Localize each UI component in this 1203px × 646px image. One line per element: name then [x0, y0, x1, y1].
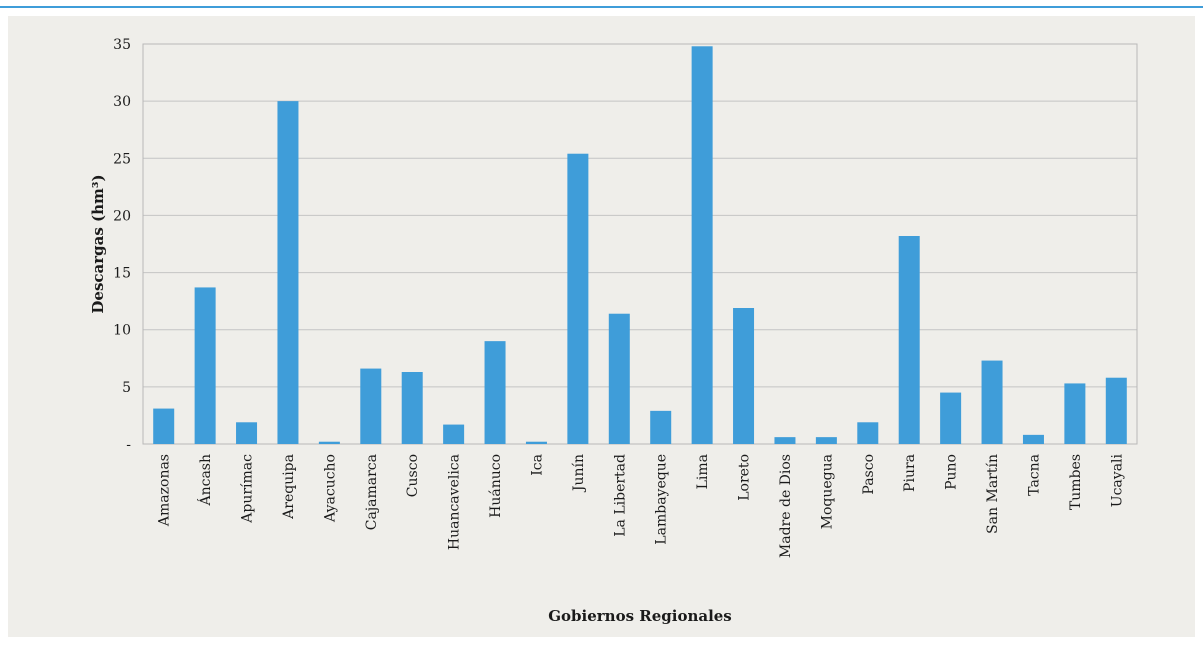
bar	[194, 287, 216, 444]
x-tick-label: Huancavelica	[447, 454, 463, 550]
x-axis-title: Gobiernos Regionales	[548, 607, 732, 625]
x-tick-label: Junín	[571, 454, 587, 493]
y-tick-label: 25	[113, 151, 131, 167]
plot-frame	[142, 43, 1138, 445]
bar	[857, 422, 879, 444]
x-tick-label: Cusco	[405, 454, 421, 497]
bar	[484, 341, 506, 444]
x-tick-label: Moquegua	[819, 454, 835, 529]
x-tick-label: Ucayali	[1109, 453, 1125, 507]
bar	[236, 422, 258, 444]
bar	[733, 308, 755, 444]
bar	[691, 46, 713, 445]
bar	[360, 368, 382, 444]
bar	[940, 392, 962, 444]
x-tick-label: San Martín	[985, 454, 1001, 534]
y-tick-label: 35	[113, 37, 131, 53]
bars	[153, 46, 1127, 445]
x-tick-label: Madre de Dios	[778, 454, 794, 558]
x-tick-label: Huánuco	[488, 454, 504, 518]
top-accent-rule	[0, 6, 1203, 8]
y-tick-label: 20	[113, 208, 131, 224]
x-tick-label: Tacna	[1026, 454, 1042, 496]
y-tick-label: 30	[113, 94, 131, 110]
x-tick-label: Lambayeque	[654, 454, 670, 545]
y-axis-title: Descargas (hm³)	[89, 174, 107, 313]
y-tick-label: 10	[113, 323, 131, 339]
x-tick-label: Ayacucho	[322, 454, 338, 523]
bar	[815, 437, 837, 444]
x-tick-label: Tumbes	[1068, 454, 1084, 510]
bar	[650, 410, 672, 444]
bar	[153, 408, 175, 444]
x-tick-label: Cajamarca	[364, 454, 380, 530]
y-tick-labels: - 5 10 15 20 25 30 35	[113, 37, 131, 453]
x-tick-label: Puno	[944, 454, 960, 490]
bar	[1064, 383, 1086, 444]
x-tick-label: Loreto	[737, 454, 753, 501]
bar	[898, 236, 920, 444]
bar	[981, 360, 1003, 444]
bar	[1022, 434, 1044, 444]
bar	[443, 424, 465, 444]
x-tick-label: Ica	[529, 454, 545, 476]
x-tick-label: Amazonas	[157, 454, 173, 527]
x-tick-labels: Amazonas Áncash Apurímac Arequipa Ayacucho Ca…	[157, 453, 1126, 558]
bar	[318, 441, 340, 444]
bar	[774, 437, 796, 444]
bar	[525, 441, 547, 444]
x-tick-label: La Libertad	[612, 454, 628, 537]
x-tick-label: Pasco	[861, 454, 877, 495]
y-tick-label: 15	[113, 266, 131, 282]
x-tick-label: Piura	[902, 454, 918, 492]
x-tick-label: Lima	[695, 454, 711, 489]
bar	[567, 153, 589, 444]
x-tick-label: Áncash	[196, 454, 214, 507]
y-tick-label: 5	[122, 380, 131, 396]
y-tick-label: -	[126, 437, 131, 453]
bar	[1105, 377, 1127, 444]
bar	[277, 101, 299, 445]
x-tick-label: Apurímac	[240, 454, 256, 524]
x-tick-label: Arequipa	[281, 454, 297, 520]
bar	[608, 313, 630, 444]
bar	[401, 372, 423, 444]
